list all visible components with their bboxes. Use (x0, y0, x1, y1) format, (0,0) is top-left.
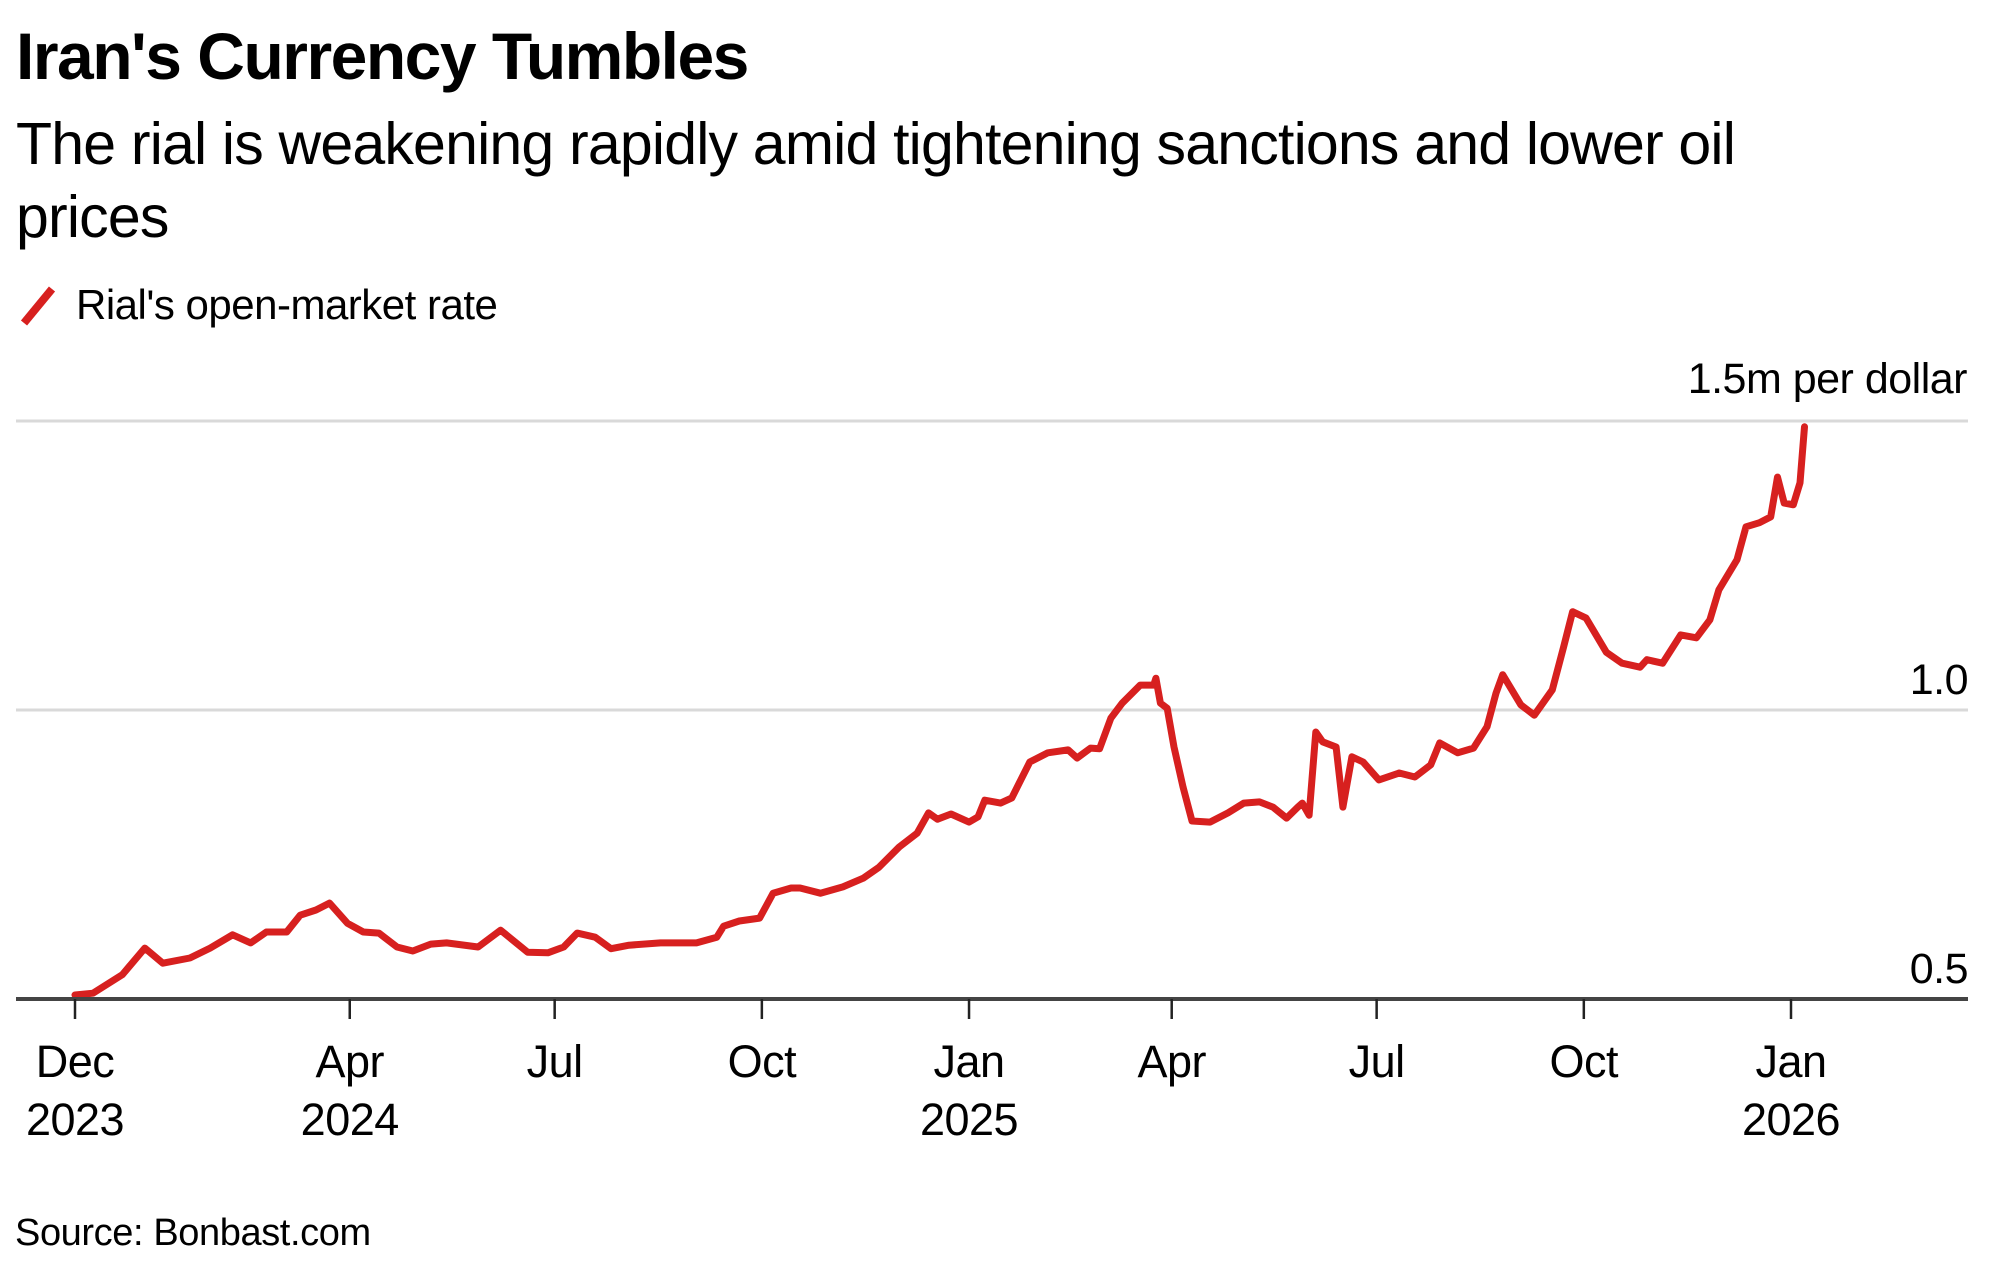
x-tick-label: Jan (934, 1036, 1005, 1087)
chart-title: Iran's Currency Tumbles (16, 19, 749, 93)
x-tick-label: Oct (728, 1036, 798, 1087)
y-tick-label: 0.5 (1910, 945, 1968, 993)
legend-line-icon (20, 286, 56, 326)
x-tick-label: Dec (36, 1036, 115, 1087)
chart-subtitle: The rial is weakening rapidly amid tight… (16, 111, 1736, 250)
x-tick-year-label: 2026 (1742, 1094, 1840, 1145)
x-tick-label: Apr (315, 1036, 384, 1087)
x-tick-label: Apr (1137, 1036, 1206, 1087)
y-axis-top-label: 1.5m per dollar (1687, 355, 1968, 403)
series-line-rial-open-market-rate (71, 423, 1808, 999)
source-note: Source: Bonbast.com (15, 1212, 371, 1254)
x-tick-label: Oct (1550, 1036, 1620, 1087)
x-tick-label: Jan (1755, 1036, 1826, 1087)
x-tick-year-label: 2025 (920, 1094, 1018, 1145)
y-tick-label: 1.0 (1910, 656, 1968, 704)
x-tick-label: Jul (527, 1036, 583, 1087)
x-tick-year-label: 2024 (301, 1094, 399, 1145)
legend: Rial's open-market rate (18, 280, 498, 330)
x-tick-year-label: 2023 (26, 1094, 124, 1145)
legend-label: Rial's open-market rate (76, 281, 498, 328)
x-tick-label: Jul (1349, 1036, 1405, 1087)
